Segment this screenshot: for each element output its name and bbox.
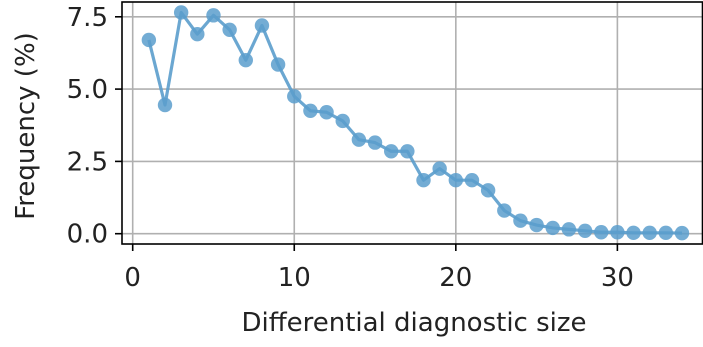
data-point-14 bbox=[351, 132, 367, 147]
data-point-3 bbox=[173, 5, 189, 20]
plot-frame bbox=[121, 1, 703, 245]
data-point-13 bbox=[335, 113, 350, 129]
data-point-5 bbox=[206, 8, 221, 23]
data-point-22 bbox=[480, 183, 496, 198]
y-tick-label-2: 5.0 bbox=[67, 75, 108, 105]
data-point-8 bbox=[254, 18, 270, 33]
data-point-27 bbox=[561, 222, 577, 237]
data-point-10 bbox=[287, 89, 302, 104]
y-tick-label-1: 2.5 bbox=[67, 147, 108, 177]
x-axis-title: Differential diagnostic size bbox=[241, 308, 586, 338]
series-layer bbox=[141, 5, 690, 241]
data-point-29 bbox=[594, 225, 609, 240]
data-point-31 bbox=[626, 225, 641, 241]
data-point-30 bbox=[610, 225, 625, 240]
data-point-2 bbox=[157, 97, 173, 113]
data-point-24 bbox=[513, 213, 528, 228]
data-point-19 bbox=[432, 161, 447, 176]
data-point-16 bbox=[384, 144, 399, 159]
data-point-9 bbox=[270, 57, 286, 72]
data-point-7 bbox=[238, 52, 253, 68]
grid-layer bbox=[122, 2, 703, 244]
data-point-33 bbox=[658, 225, 674, 241]
x-tick-label-3: 30 bbox=[601, 263, 634, 293]
data-point-6 bbox=[222, 22, 237, 38]
data-point-4 bbox=[190, 26, 205, 42]
data-point-32 bbox=[642, 225, 657, 241]
data-point-23 bbox=[497, 203, 512, 218]
data-point-34 bbox=[674, 225, 690, 241]
y-tick-label-3: 7.5 bbox=[67, 3, 108, 33]
x-tick-label-2: 20 bbox=[439, 263, 472, 293]
data-point-1 bbox=[141, 32, 157, 48]
y-axis-title: Frequency (%) bbox=[11, 32, 41, 220]
axes-layer bbox=[121, 1, 703, 245]
ticks-layer: 0 10 20 30 0.0 2.5 5.0 7.5 bbox=[67, 3, 634, 293]
data-point-17 bbox=[400, 144, 415, 159]
data-point-15 bbox=[367, 135, 383, 150]
series-line-0 bbox=[147, 10, 683, 235]
data-point-26 bbox=[545, 220, 560, 236]
data-point-18 bbox=[416, 173, 431, 188]
data-point-21 bbox=[464, 173, 480, 188]
x-tick-label-1: 10 bbox=[278, 263, 311, 293]
data-point-25 bbox=[529, 217, 544, 233]
data-point-20 bbox=[448, 173, 464, 188]
data-point-28 bbox=[577, 223, 593, 239]
y-tick-label-0: 0.0 bbox=[67, 220, 108, 250]
data-point-11 bbox=[303, 103, 318, 118]
data-point-12 bbox=[319, 105, 334, 120]
x-tick-label-0: 0 bbox=[124, 263, 141, 293]
